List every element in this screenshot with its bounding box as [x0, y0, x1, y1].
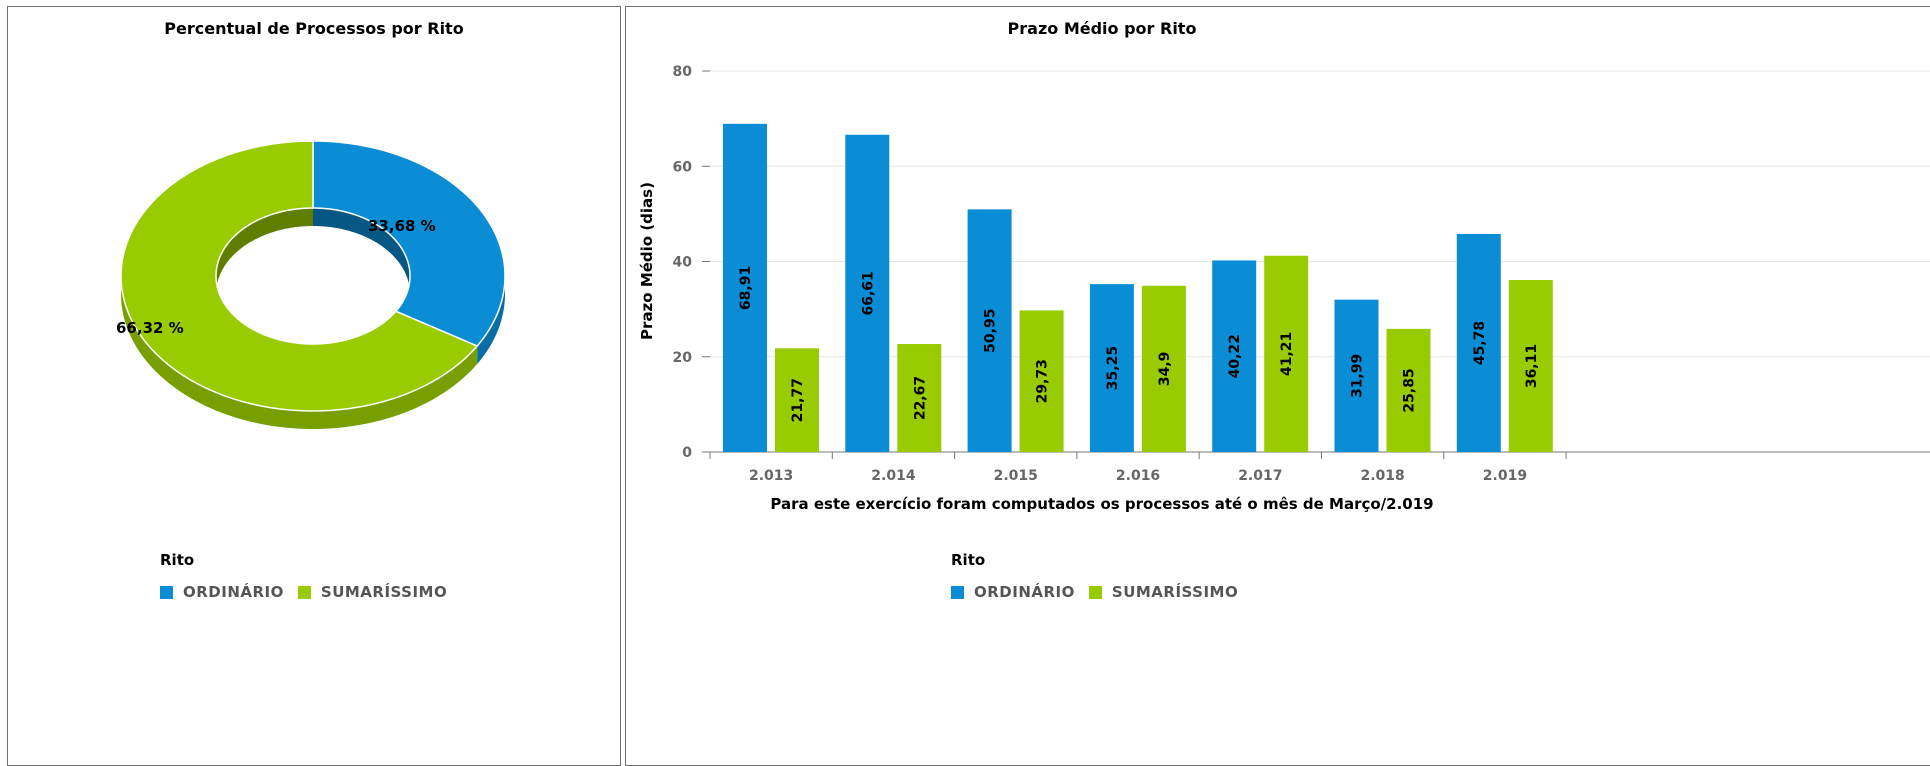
x-tick-label: 2.018	[1361, 468, 1405, 484]
x-tick-label: 2.016	[1116, 468, 1160, 484]
bar-data-label: 35,25	[1105, 346, 1121, 390]
x-axis-title: Para este exercício foram computados os …	[770, 495, 1433, 513]
bar-sumarissimo-2.017	[1264, 255, 1309, 452]
bar-ordinario-2.016	[1089, 284, 1134, 452]
pie-inner-wall-sumarissimo	[216, 208, 313, 294]
pie-chart-title: Percentual de Processos por Rito	[164, 19, 464, 38]
pie-inner-wall-ordinario	[313, 208, 410, 294]
pie-side-ordinario	[477, 276, 505, 365]
bar-data-label: 29,73	[1035, 359, 1051, 403]
pie-slice-sumarissimo	[120, 140, 479, 412]
ordinario-swatch	[951, 585, 964, 599]
bar-data-label: 66,61	[860, 271, 876, 315]
pie-legend-item-sumarissimo[interactable]: SUMARÍSSIMO	[297, 583, 448, 601]
bar-ordinario-2.018	[1334, 299, 1379, 452]
bar-sumarissimo-2.015	[1019, 310, 1064, 452]
bar-data-label: 45,78	[1472, 321, 1488, 365]
bar-sumarissimo-2.018	[1386, 328, 1431, 452]
sumarissimo-swatch	[1088, 585, 1102, 599]
bar-ordinario-2.015	[967, 209, 1012, 452]
bar-legend: Rito ORDINÁRIO SUMARÍSSIMO	[951, 551, 1252, 601]
pie-legend: Rito ORDINÁRIO SUMARÍSSIMO	[160, 551, 461, 601]
sumarissimo-swatch	[297, 585, 311, 599]
pie-data-label: 66,32 %	[116, 319, 184, 337]
bar-data-label: 21,77	[790, 378, 806, 422]
bar-data-label: 40,22	[1227, 334, 1243, 378]
x-tick-label: 2.017	[1238, 468, 1282, 484]
bar-data-label: 41,21	[1279, 332, 1295, 376]
bar-legend-label-ordinario: ORDINÁRIO	[974, 583, 1075, 601]
bar-chart-panel: Prazo Médio por Rito 0 20 40 60 80 2.013 68,91…	[625, 6, 1930, 766]
bar-ordinario-2.019	[1456, 233, 1501, 452]
pie-legend-title: Rito	[160, 551, 195, 569]
y-tick-label: 20	[673, 350, 693, 366]
x-tick-label: 2.014	[871, 468, 916, 484]
pie-chart-panel: Percentual de Processos por Rito 33,68 %…	[7, 6, 621, 766]
bar-sumarissimo-2.016	[1141, 285, 1186, 452]
x-tick-label: 2.013	[749, 468, 793, 484]
pie-data-label: 33,68 %	[368, 217, 436, 235]
pie-legend-label-sumarissimo: SUMARÍSSIMO	[320, 583, 448, 601]
bar-sumarissimo-2.014	[897, 344, 942, 452]
pie-slice-ordinario	[312, 140, 506, 347]
pie-chart: 33,68 % 66,32 %	[116, 140, 506, 429]
bar-legend-title: Rito	[951, 551, 986, 569]
pie-legend-label-ordinario: ORDINÁRIO	[183, 583, 284, 601]
bar-data-label: 36,11	[1524, 344, 1540, 388]
bar-ordinario-2.014	[845, 134, 890, 452]
y-tick-label: 80	[673, 64, 693, 80]
bar-chart: 0 20 40 60 80 2.013 68,91 21,77 2.014 66,61 22,67 2…	[638, 64, 1930, 513]
bar-data-label: 68,91	[738, 266, 754, 310]
x-tick-label: 2.015	[994, 468, 1038, 484]
bar-data-label: 50,95	[983, 309, 999, 353]
bar-sumarissimo-2.019	[1508, 280, 1553, 452]
bar-data-label: 34,9	[1157, 352, 1173, 387]
bar-sumarissimo-2.013	[775, 348, 819, 452]
bar-data-label: 31,99	[1350, 354, 1366, 398]
bar-legend-item-ordinario[interactable]: ORDINÁRIO	[951, 583, 1075, 601]
pie-legend-item-ordinario[interactable]: ORDINÁRIO	[160, 583, 284, 601]
bar-data-label: 22,67	[912, 376, 928, 420]
y-tick-label: 60	[673, 159, 693, 175]
bar-ordinario-2.013	[723, 123, 767, 452]
bar-ordinario-2.017	[1212, 260, 1257, 452]
y-tick-label: 40	[673, 255, 693, 271]
bar-legend-label-sumarissimo: SUMARÍSSIMO	[1111, 583, 1239, 601]
bar-data-label: 25,85	[1402, 368, 1418, 412]
bar-chart-title: Prazo Médio por Rito	[1007, 19, 1197, 38]
y-axis-title: Prazo Médio (dias)	[638, 182, 656, 340]
x-tick-label: 2.019	[1483, 468, 1527, 484]
y-tick-label: 0	[682, 445, 692, 461]
pie-side-sumarissimo	[121, 276, 478, 429]
ordinario-swatch	[160, 585, 173, 599]
bar-legend-item-sumarissimo[interactable]: SUMARÍSSIMO	[1088, 583, 1239, 601]
